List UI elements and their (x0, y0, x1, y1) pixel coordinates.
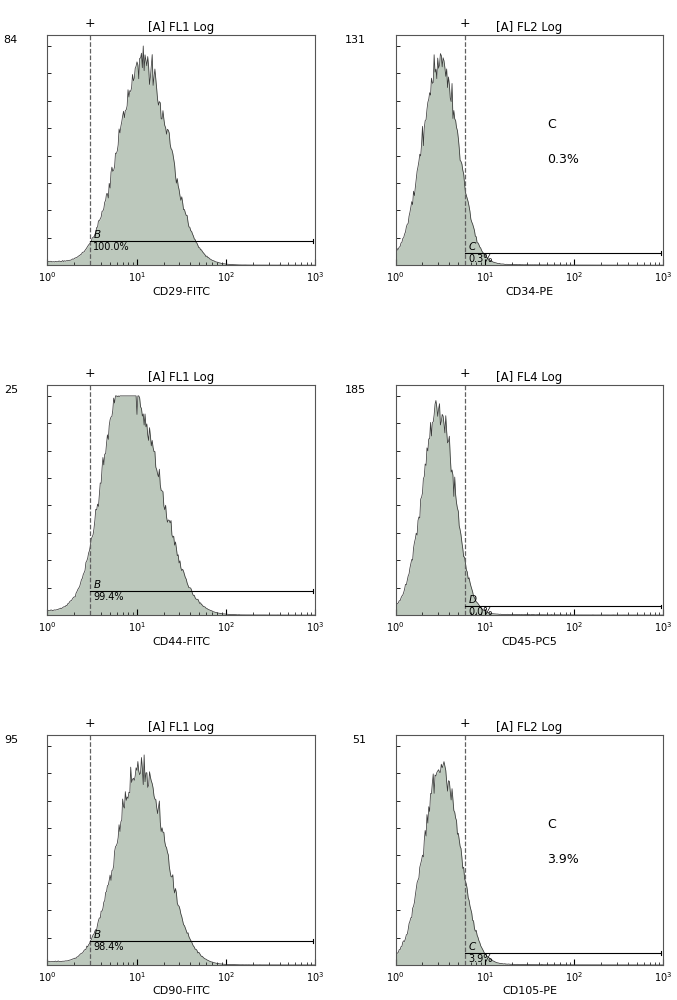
Text: +: + (460, 717, 471, 730)
Text: 0.3%: 0.3% (468, 254, 493, 264)
Text: D: D (468, 595, 476, 605)
Text: 131: 131 (345, 35, 366, 45)
Title: [A] FL1 Log: [A] FL1 Log (148, 721, 215, 734)
Text: 3.9%: 3.9% (548, 853, 579, 866)
Text: +: + (460, 367, 471, 380)
Text: C: C (548, 118, 556, 131)
Text: 99.4%: 99.4% (93, 592, 124, 602)
Text: 185: 185 (345, 385, 366, 395)
Text: +: + (85, 717, 95, 730)
Text: 51: 51 (352, 735, 366, 745)
X-axis label: CD44-FITC: CD44-FITC (152, 637, 211, 647)
X-axis label: CD29-FITC: CD29-FITC (152, 287, 211, 297)
X-axis label: CD34-PE: CD34-PE (506, 287, 554, 297)
X-axis label: CD45-PC5: CD45-PC5 (502, 637, 557, 647)
Text: B: B (93, 580, 100, 590)
Text: C: C (468, 242, 475, 252)
X-axis label: CD105-PE: CD105-PE (502, 986, 557, 996)
Text: +: + (85, 17, 95, 30)
Title: [A] FL4 Log: [A] FL4 Log (496, 371, 563, 384)
Text: C: C (468, 942, 475, 952)
Title: [A] FL1 Log: [A] FL1 Log (148, 21, 215, 34)
Text: 95: 95 (4, 735, 18, 745)
Text: 100.0%: 100.0% (93, 242, 130, 252)
Text: 0.0%: 0.0% (468, 607, 493, 617)
X-axis label: CD90-FITC: CD90-FITC (152, 986, 211, 996)
Text: B: B (93, 230, 100, 240)
Text: 25: 25 (4, 385, 18, 395)
Text: +: + (460, 17, 471, 30)
Text: 98.4%: 98.4% (93, 942, 124, 952)
Title: [A] FL2 Log: [A] FL2 Log (496, 21, 563, 34)
Text: 0.3%: 0.3% (548, 153, 580, 166)
Text: 3.9%: 3.9% (468, 954, 493, 964)
Text: C: C (548, 818, 556, 831)
Text: 84: 84 (3, 35, 18, 45)
Text: B: B (93, 930, 100, 940)
Title: [A] FL2 Log: [A] FL2 Log (496, 721, 563, 734)
Text: +: + (85, 367, 95, 380)
Title: [A] FL1 Log: [A] FL1 Log (148, 371, 215, 384)
